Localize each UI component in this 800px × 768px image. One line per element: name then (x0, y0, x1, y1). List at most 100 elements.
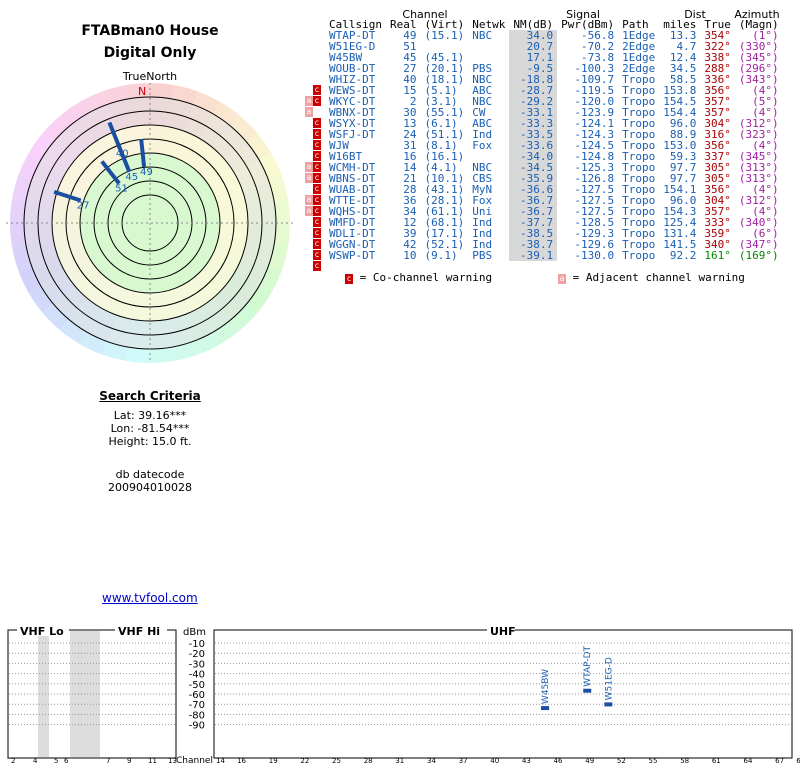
table-cell: -33.5 (509, 129, 558, 140)
tvfool-link[interactable]: www.tvfool.com (102, 591, 198, 605)
table-cell: (4.1) (424, 161, 458, 174)
y-tick-label: -70 (189, 700, 205, 711)
table-cell: (45.1) (424, 51, 465, 64)
table-cell: 304° (704, 117, 731, 130)
radar-station-label: 49 (140, 167, 153, 178)
x-tick-label: 55 (649, 757, 658, 765)
table-cell: -33.6 (509, 140, 558, 151)
table-cell: (43.1) (424, 183, 465, 196)
table-cell: -109.7 (574, 73, 615, 86)
table-cell: -120.0 (574, 95, 615, 108)
adjacent-warning-icon: a (305, 195, 313, 205)
page-subtitle: Digital Only (103, 45, 197, 61)
table-cell: 356° (704, 84, 731, 97)
station-table: Callsign Real (Virt) Netwk NM(dB) Pwr(dB… (325, 8, 783, 261)
table-cell: -33.3 (509, 118, 558, 129)
table-cell: Fox (472, 194, 493, 207)
table-cell: (312°) (738, 117, 779, 130)
x-tick-label: 2 (11, 757, 15, 765)
co-channel-warning-icon: c (313, 206, 321, 216)
table-cell: -125.3 (574, 161, 615, 174)
y-tick-label: -90 (189, 721, 205, 732)
table-cell: WMFD-DT (329, 216, 376, 229)
table-cell: 356° (704, 183, 731, 196)
table-cell: 21 (403, 172, 417, 185)
x-tick-label: 61 (712, 757, 721, 765)
table-cell: 125.4 (663, 216, 697, 229)
x-tick-label: 11 (148, 757, 157, 765)
table-cell: 92.2 (669, 249, 697, 262)
table-cell: Ind (472, 238, 493, 251)
table-cell: 13 (403, 117, 417, 130)
table-cell: 154.4 (663, 106, 697, 119)
x-tick-label: 34 (427, 757, 436, 765)
table-cell: 131.4 (663, 227, 697, 240)
table-cell: 316° (704, 128, 731, 141)
table-cell: (55.1) (424, 106, 465, 119)
vhf-gap (38, 631, 49, 757)
table-cell: Tropo (622, 95, 656, 108)
table-cell: 333° (704, 216, 731, 229)
table-row: WUAB-DT 28 (43.1) MyN -36.6 -127.5 Tropo 154.1 3… (325, 184, 783, 195)
table-cell: 45 (403, 51, 417, 64)
table-cell: -36.7 (509, 206, 558, 217)
table-cell: 28 (403, 183, 417, 196)
adjacent-warning-icon: a (305, 206, 313, 216)
table-cell: -129.6 (574, 238, 615, 251)
adjacent-icon: a (558, 274, 566, 284)
table-cell: WCMH-DT (329, 161, 376, 174)
radar-north-label: N (138, 85, 146, 98)
table-cell: WBNX-DT (329, 106, 376, 119)
radar-station-label: 51 (115, 184, 128, 195)
y-tick-label: -40 (189, 670, 205, 681)
table-cell: 36 (403, 194, 417, 207)
table-cell: 161° (704, 249, 731, 262)
spectrum-chart: VHF Lo VHF Hi UHFdBm-10-20-30-40-50-60-70-… (7, 624, 800, 766)
table-cell: (10.1) (424, 172, 465, 185)
x-tick-label: 22 (300, 757, 309, 765)
search-lat: Lat: 39.16*** (113, 409, 187, 422)
table-cell: Tropo (622, 249, 656, 262)
table-row: WSWP-DT 10 (9.1) PBS -39.1 -130.0 Tropo 92.2 161… (325, 250, 783, 261)
table-cell: 96.0 (669, 194, 697, 207)
table-cell: 336° (704, 73, 731, 86)
x-tick-label: 19 (269, 757, 278, 765)
table-cell: (330°) (738, 40, 779, 53)
table-cell: -36.6 (509, 184, 558, 195)
table-cell: 97.7 (669, 172, 697, 185)
table-cell: 13.3 (669, 29, 697, 42)
co-channel-warning-icon: c (313, 239, 321, 249)
table-cell: -124.3 (574, 128, 615, 141)
y-tick-label: -60 (189, 690, 205, 701)
table-cell: (345°) (738, 51, 779, 64)
table-cell: Tropo (622, 73, 656, 86)
table-cell: (20.1) (424, 62, 465, 75)
table-cell: NBC (472, 29, 493, 42)
search-criteria: Search Criteria Lat: 39.16*** Lon: -81.5… (40, 390, 260, 495)
table-row: WSFJ-DT 24 (51.1) Ind -33.5 -124.3 Tropo 88.9 31… (325, 129, 783, 140)
signal-label: WTAP-DT (583, 645, 593, 686)
table-cell: (296°) (738, 62, 779, 75)
table-row: W16BT 16 (16.1) -34.0 -124.8 Tropo 59.3 337° (34… (325, 151, 783, 162)
x-tick-label: 40 (490, 757, 499, 765)
table-cell: (15.1) (424, 29, 465, 42)
table-cell: 337° (704, 150, 731, 163)
table-cell: WEWS-DT (329, 84, 376, 97)
table-cell: 96.0 (669, 117, 697, 130)
table-cell: Tropo (622, 238, 656, 251)
table-cell: 58.5 (669, 73, 697, 86)
page-title: FTABman0 House (81, 23, 219, 39)
table-cell: -29.2 (509, 96, 558, 107)
table-cell: 12.4 (669, 51, 697, 64)
co-channel-warning-icon: c (313, 184, 321, 194)
table-cell: 141.5 (663, 238, 697, 251)
table-cell: -127.5 (574, 194, 615, 207)
table-cell: (4°) (752, 84, 779, 97)
x-tick-label: 16 (237, 757, 246, 765)
co-channel-warning-icon: c (313, 228, 321, 238)
co-channel-warning-icon: c (313, 151, 321, 161)
col-netwk: Netwk (472, 18, 506, 31)
signal-label: W51EG-D (604, 657, 614, 700)
radar-station-label: 27 (77, 201, 90, 212)
co-channel-warning-icon: c (313, 195, 321, 205)
